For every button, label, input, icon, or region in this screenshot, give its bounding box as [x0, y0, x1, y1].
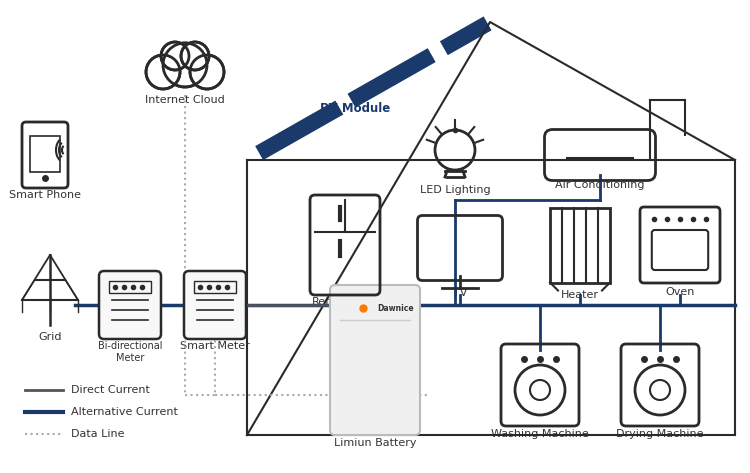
Text: Drying Machine: Drying Machine: [616, 429, 704, 439]
Text: Smart Phone: Smart Phone: [9, 190, 81, 200]
Text: Air Conditioning: Air Conditioning: [555, 180, 645, 190]
Text: PV Module: PV Module: [320, 102, 390, 114]
Bar: [109, 281, 151, 293]
Polygon shape: [255, 101, 344, 160]
Text: Grid: Grid: [38, 332, 62, 342]
Polygon shape: [440, 17, 491, 55]
Bar: [30, 136, 60, 172]
Text: Oven: Oven: [665, 287, 694, 297]
Text: Refrigerator: Refrigerator: [311, 297, 379, 307]
FancyBboxPatch shape: [99, 271, 161, 339]
Circle shape: [161, 42, 189, 70]
Circle shape: [181, 42, 209, 70]
FancyBboxPatch shape: [330, 285, 420, 435]
Text: Washing Machine: Washing Machine: [491, 429, 589, 439]
Text: Heater: Heater: [561, 290, 599, 300]
Text: Bi-directional
Meter: Bi-directional Meter: [98, 341, 162, 363]
Text: Limiun Battery: Limiun Battery: [334, 438, 416, 448]
Circle shape: [163, 43, 207, 87]
Text: Dawnice: Dawnice: [377, 304, 414, 313]
Text: Direct Current: Direct Current: [71, 385, 150, 395]
FancyBboxPatch shape: [184, 271, 246, 339]
Text: Data Line: Data Line: [71, 429, 124, 439]
Circle shape: [146, 55, 180, 89]
Text: TV: TV: [453, 288, 467, 298]
Text: LED Lighting: LED Lighting: [420, 185, 491, 195]
Bar: [550, 208, 610, 282]
Circle shape: [190, 55, 224, 89]
Text: Smart Meter: Smart Meter: [180, 341, 250, 351]
Polygon shape: [347, 48, 436, 108]
Bar: [194, 281, 236, 293]
Text: Internet Cloud: Internet Cloud: [146, 95, 225, 105]
Text: Alternative Current: Alternative Current: [71, 407, 178, 417]
